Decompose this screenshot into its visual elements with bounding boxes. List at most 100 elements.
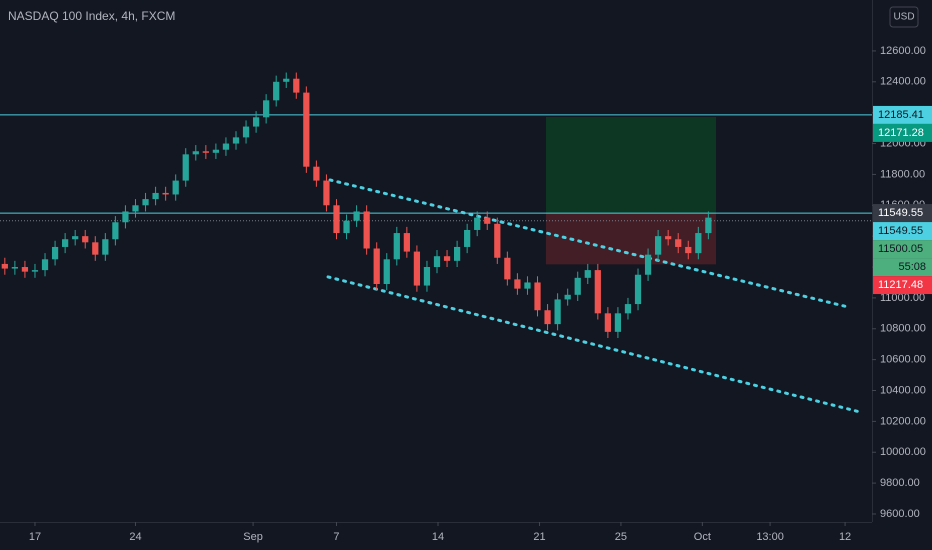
candle-body bbox=[655, 236, 662, 255]
candle-body bbox=[82, 236, 89, 243]
candle-body bbox=[453, 246, 461, 261]
candle-body bbox=[383, 259, 390, 284]
price-label: 11500.05 bbox=[878, 243, 923, 255]
candle-body bbox=[685, 246, 692, 254]
candle-body bbox=[665, 236, 672, 240]
x-tick-label: 25 bbox=[615, 531, 627, 543]
candle-body bbox=[624, 304, 632, 314]
candle-body bbox=[544, 310, 551, 325]
y-tick-label: 10200.00 bbox=[880, 415, 926, 427]
candle-body bbox=[504, 257, 511, 280]
candle-body bbox=[604, 313, 611, 332]
candle-body bbox=[232, 137, 240, 144]
candle-body bbox=[644, 254, 652, 275]
candle-body bbox=[393, 233, 400, 260]
y-tick-label: 9800.00 bbox=[880, 477, 920, 489]
candle-body bbox=[423, 267, 431, 286]
y-tick-label: 10600.00 bbox=[880, 354, 926, 366]
y-tick-label: 11000.00 bbox=[880, 292, 925, 304]
y-tick-label: 12400.00 bbox=[880, 76, 926, 88]
y-tick-label: 11800.00 bbox=[880, 168, 925, 180]
candle-body bbox=[564, 294, 571, 300]
candle-body bbox=[273, 81, 280, 101]
candle-body bbox=[514, 279, 521, 289]
y-tick-label: 10000.00 bbox=[880, 446, 926, 458]
x-tick-label: 14 bbox=[432, 531, 444, 543]
x-tick-label: Sep bbox=[243, 531, 263, 543]
countdown-bg bbox=[873, 258, 932, 277]
candle-body bbox=[313, 166, 320, 181]
candle-body bbox=[132, 205, 139, 212]
candle-body bbox=[242, 126, 250, 138]
candle-body bbox=[283, 78, 290, 82]
candle-body bbox=[464, 229, 471, 247]
candle-body bbox=[353, 211, 360, 221]
candle-body bbox=[142, 199, 149, 206]
countdown: 55:08 bbox=[898, 261, 926, 273]
candle-body bbox=[554, 299, 561, 325]
x-tick-label: 24 bbox=[129, 531, 141, 543]
y-tick-label: 9600.00 bbox=[880, 508, 920, 520]
x-tick-label: 17 bbox=[29, 531, 41, 543]
currency: USD bbox=[893, 12, 914, 23]
candle-body bbox=[705, 217, 712, 234]
candle-body bbox=[51, 246, 59, 260]
currency-badge[interactable] bbox=[889, 6, 919, 28]
candle-body bbox=[584, 270, 591, 278]
candle-body bbox=[11, 267, 18, 269]
candle-body bbox=[182, 154, 189, 181]
price-label: 11549.55 bbox=[878, 225, 923, 237]
candle-body bbox=[212, 149, 220, 153]
price-label: 11217.48 bbox=[878, 279, 923, 291]
candle-body bbox=[614, 313, 622, 332]
candle-body bbox=[122, 211, 129, 223]
price-label-bg bbox=[873, 204, 932, 223]
candle-body bbox=[263, 100, 270, 118]
candle-body bbox=[62, 239, 69, 247]
price-label: 12185.41 bbox=[878, 109, 924, 121]
candle-body bbox=[172, 180, 179, 195]
price-label-bg bbox=[873, 105, 932, 124]
x-tick-label: 7 bbox=[333, 531, 339, 543]
candle-body bbox=[31, 270, 39, 272]
candle-body bbox=[534, 282, 541, 311]
candle-body bbox=[433, 256, 441, 268]
loss-zone bbox=[545, 213, 717, 265]
candle-body bbox=[202, 151, 209, 153]
profit-zone bbox=[545, 117, 717, 214]
price-label: 11549.55 bbox=[878, 207, 923, 219]
x-tick-label: 12 bbox=[839, 531, 851, 543]
candle-body bbox=[373, 248, 380, 284]
candle-body bbox=[333, 205, 340, 234]
candle-body bbox=[112, 222, 119, 240]
price-label-bg bbox=[873, 222, 932, 241]
price-label: 12171.28 bbox=[878, 127, 924, 139]
trendline bbox=[328, 178, 850, 309]
trendline bbox=[326, 275, 862, 414]
candle-body bbox=[72, 236, 79, 240]
candle-body bbox=[413, 251, 421, 286]
candle-body bbox=[403, 233, 410, 252]
candle-body bbox=[162, 192, 169, 195]
x-tick-label: Oct bbox=[694, 531, 711, 543]
y-tick-label: 10800.00 bbox=[880, 323, 926, 335]
axes: 9600.00 9800.00 10000.00 10200.00 10400.00 10… bbox=[29, 45, 932, 543]
candle-body bbox=[303, 92, 310, 167]
candle-body bbox=[363, 211, 370, 249]
y-tick-label: 12600.00 bbox=[880, 45, 926, 57]
x-tick-label: 21 bbox=[533, 531, 545, 543]
candle-body bbox=[574, 277, 581, 295]
chart-title: NASDAQ 100 Index, 4h, FXCM bbox=[8, 9, 175, 23]
candle-body bbox=[484, 217, 491, 224]
price-label-bg bbox=[873, 276, 932, 295]
plot-area bbox=[0, 72, 872, 414]
candle-body bbox=[343, 220, 350, 234]
candle-body bbox=[443, 256, 451, 261]
candle-body bbox=[524, 282, 531, 289]
candle-body bbox=[323, 180, 330, 206]
candle-body bbox=[494, 223, 501, 258]
candle-body bbox=[675, 239, 682, 247]
candle-body bbox=[695, 233, 702, 254]
